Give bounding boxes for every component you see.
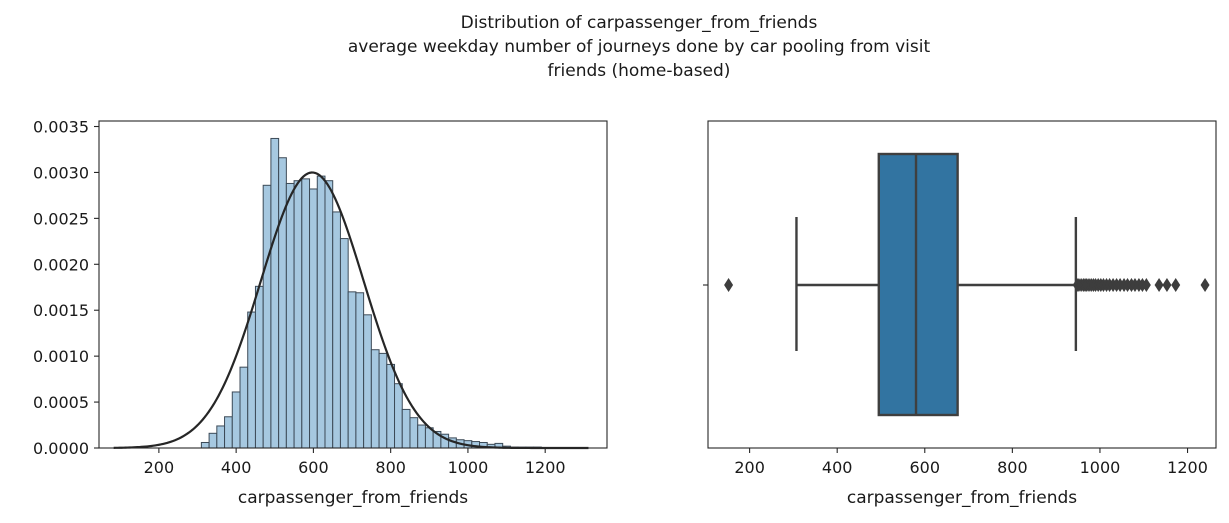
histogram-y-tick-label: 0.0020: [33, 255, 89, 274]
histogram-x-tick-label: 1200: [525, 458, 566, 477]
figure-title: Distribution of carpassenger_from_friend…: [348, 13, 931, 81]
outlier-point: [1200, 278, 1210, 292]
histogram-bar: [355, 292, 365, 449]
boxplot-x-tick-label: 1000: [1080, 458, 1121, 477]
histogram-y-tick-label: 0.0010: [33, 347, 89, 366]
boxplot-elements: [795, 152, 1078, 417]
histogram-bar: [239, 366, 249, 449]
histogram-bar: [386, 363, 396, 449]
histogram-bar: [363, 314, 372, 449]
histogram-y-tick-label: 0.0030: [33, 163, 89, 182]
histogram-bar: [324, 180, 334, 449]
boxplot-ticks: 200 400 600 800 1000 1200: [703, 284, 1208, 477]
histogram-x-ticks: 200 400 600 800 1000 1200: [144, 448, 566, 477]
outlier-point: [1162, 278, 1172, 292]
histogram-bar: [278, 157, 287, 449]
boxplot-x-tick-label: 600: [910, 458, 941, 477]
histogram-x-tick-label: 600: [298, 458, 329, 477]
histogram-bar: [301, 178, 311, 449]
histogram-bar: [309, 188, 318, 449]
boxplot-x-tick-label: 200: [734, 458, 765, 477]
figure-title-line-3: friends (home-based): [548, 61, 731, 81]
histogram-bar: [270, 137, 280, 449]
boxplot-outliers: [724, 278, 1210, 292]
histogram-y-ticks: 0.0000 0.0005 0.0010 0.0015 0.0020 0.0025 0.00…: [33, 118, 99, 458]
outlier-point: [1171, 278, 1181, 292]
histogram-bar: [394, 383, 403, 449]
boxplot-x-tick-label: 800: [997, 458, 1028, 477]
histogram-y-tick-label: 0.0015: [33, 301, 89, 320]
histogram-x-tick-label: 1000: [448, 458, 489, 477]
histogram-bar: [231, 391, 241, 449]
histogram-bar: [401, 408, 411, 449]
figure-title-line-1: Distribution of carpassenger_from_friend…: [461, 13, 818, 33]
histogram-bar: [316, 175, 326, 449]
histogram-bar: [262, 184, 272, 449]
histogram-bar: [224, 416, 233, 449]
figure-title-line-2: average weekday number of journeys done …: [348, 37, 931, 57]
boxplot-x-axis-label: carpassenger_from_friends: [847, 488, 1077, 508]
outlier-point: [724, 278, 734, 292]
outlier-point: [1154, 278, 1164, 292]
histogram-bar: [347, 291, 357, 449]
histogram-y-tick-label: 0.0025: [33, 209, 89, 228]
histogram-x-tick-label: 200: [144, 458, 175, 477]
interquartile-box: [877, 152, 959, 417]
histogram-bar: [339, 238, 349, 449]
histogram-bar: [332, 211, 341, 449]
histogram-bar: [254, 285, 264, 449]
histogram-x-axis-label: carpassenger_from_friends: [238, 488, 468, 508]
histogram-bar: [216, 425, 226, 449]
histogram-bar: [293, 180, 303, 449]
boxplot-panel: 200 400 600 800 1000 1200 carpassenger_from_f…: [703, 120, 1217, 508]
boxplot-x-tick-label: 400: [822, 458, 853, 477]
histogram-bar: [409, 417, 419, 449]
histogram-bars: [200, 137, 542, 449]
outlier-point: [1141, 278, 1151, 292]
histogram-panel: 0.0000 0.0005 0.0010 0.0015 0.0020 0.0025 0.00…: [33, 118, 608, 508]
histogram-bar: [247, 311, 256, 449]
histogram-bar: [200, 441, 210, 449]
histogram-y-tick-label: 0.0035: [33, 118, 89, 137]
histogram-axes-frame: [98, 120, 608, 449]
histogram-y-tick-label: 0.0000: [33, 439, 89, 458]
histogram-bar: [417, 424, 426, 449]
histogram-x-tick-label: 400: [221, 458, 252, 477]
histogram-bar: [370, 349, 380, 449]
boxplot-x-tick-label: 1200: [1167, 458, 1208, 477]
histogram-bar: [378, 352, 388, 449]
histogram-bar: [208, 432, 218, 449]
histogram-bar: [285, 182, 295, 449]
histogram-x-tick-label: 800: [375, 458, 406, 477]
histogram-y-tick-label: 0.0005: [33, 393, 89, 412]
